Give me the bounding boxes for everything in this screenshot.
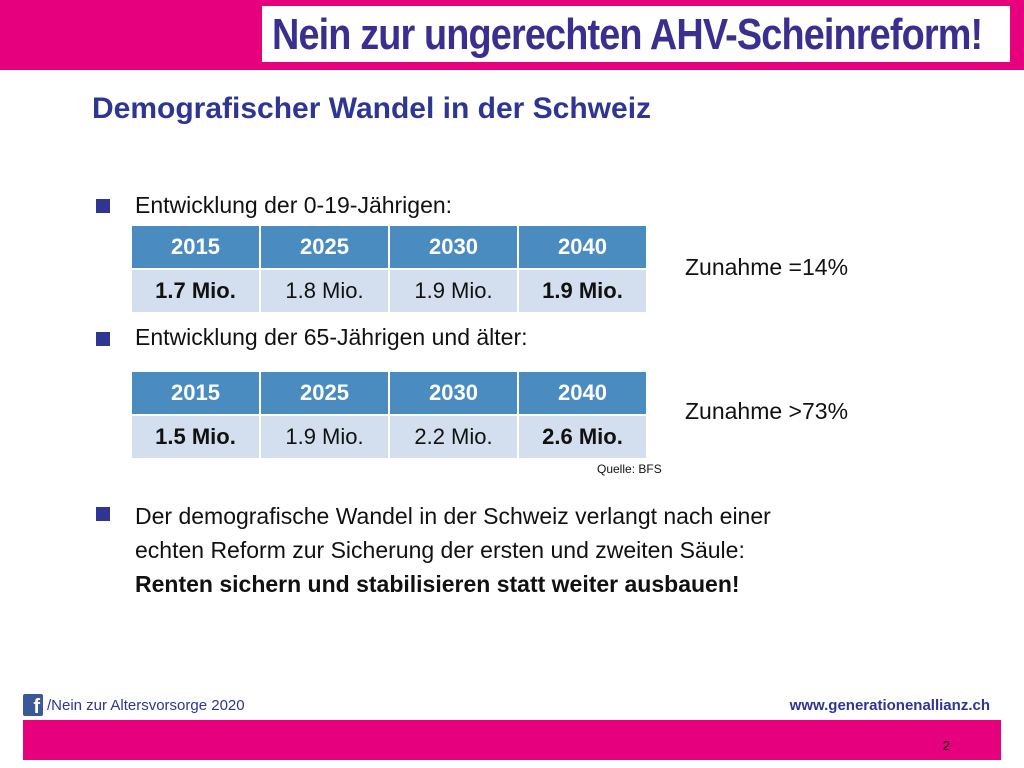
bullet-square-icon (96, 332, 110, 346)
bullet-seniors: Entwicklung der 65-Jährigen und älter: (135, 324, 528, 350)
growth-note-seniors: Zunahme >73% (685, 398, 849, 424)
table-row: 1.7 Mio. 1.8 Mio. 1.9 Mio. 1.9 Mio. (130, 268, 648, 314)
bottom-banner (23, 720, 1001, 760)
table-header-cell: 2015 (130, 370, 261, 416)
conclusion-paragraph: Der demografische Wandel in der Schweiz … (135, 499, 935, 601)
facebook-link[interactable]: /Nein zur Altersvorsorge 2020 (47, 697, 245, 714)
table-header-cell: 2040 (517, 370, 648, 416)
banner-box (262, 6, 1010, 62)
table-cell: 1.7 Mio. (130, 268, 261, 314)
bullet-square-icon (96, 507, 110, 521)
table-cell: 1.9 Mio. (259, 414, 390, 460)
table-cell: 1.5 Mio. (130, 414, 261, 460)
conclusion-line: Der demografische Wandel in der Schweiz … (135, 503, 771, 529)
table-header-row: 2015 2025 2030 2040 (130, 370, 648, 416)
table-row: 1.5 Mio. 1.9 Mio. 2.2 Mio. 2.6 Mio. (130, 414, 648, 460)
table-header-cell: 2030 (388, 370, 519, 416)
table-cell: 2.6 Mio. (517, 414, 648, 460)
slide-title: Demografischer Wandel in der Schweiz (92, 92, 652, 125)
bullet-square-icon (96, 199, 110, 213)
table-header-cell: 2030 (388, 224, 519, 270)
facebook-glyph: f (33, 696, 40, 718)
table-header-cell: 2025 (259, 224, 390, 270)
page-number: 2 (942, 738, 950, 753)
table-header-row: 2015 2025 2030 2040 (130, 224, 648, 270)
facebook-icon[interactable]: f (23, 694, 43, 718)
table-seniors: 2015 2025 2030 2040 1.5 Mio. 1.9 Mio. 2.… (130, 370, 648, 460)
table-cell: 2.2 Mio. (388, 414, 519, 460)
table-cell: 1.9 Mio. (388, 268, 519, 314)
website-link[interactable]: www.generationenallianz.ch (789, 697, 990, 714)
table-header-cell: 2040 (517, 224, 648, 270)
table-youth: 2015 2025 2030 2040 1.7 Mio. 1.8 Mio. 1.… (130, 224, 648, 314)
table-cell: 1.8 Mio. (259, 268, 390, 314)
growth-note-youth: Zunahme =14% (685, 254, 849, 280)
conclusion-emphasis: Renten sichern und stabilisieren statt w… (135, 571, 740, 597)
conclusion-line: echten Reform zur Sicherung der ersten u… (135, 537, 745, 563)
table-cell: 1.9 Mio. (517, 268, 648, 314)
banner-headline: Nein zur ungerechten AHV-Scheinreform! (272, 10, 983, 59)
source-note: Quelle: BFS (597, 462, 662, 476)
table-header-cell: 2015 (130, 224, 261, 270)
bullet-youth: Entwicklung der 0-19-Jährigen: (135, 192, 453, 218)
table-header-cell: 2025 (259, 370, 390, 416)
